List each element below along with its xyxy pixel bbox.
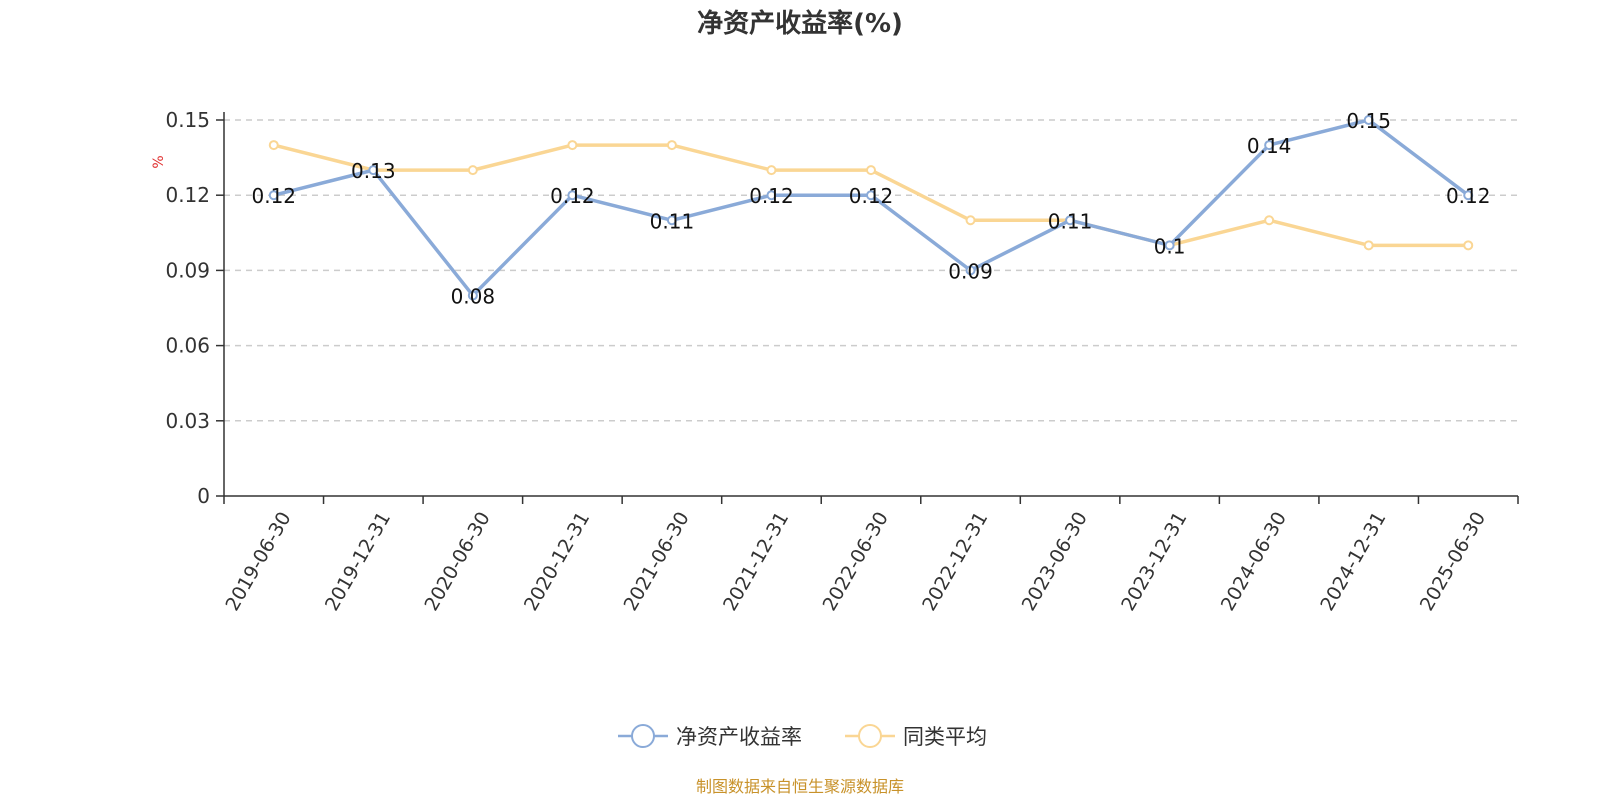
y-tick-label: 0 [197, 484, 210, 508]
data-label: 0.1 [1154, 234, 1186, 258]
data-point [268, 140, 279, 151]
y-tick-label: 0.03 [165, 409, 210, 433]
data-point [965, 215, 976, 226]
data-label: 0.12 [1446, 184, 1491, 208]
x-tick-label: 2021-12-31 [719, 508, 793, 615]
data-label: 0.12 [550, 184, 595, 208]
data-label: 0.13 [351, 159, 396, 183]
data-point [666, 215, 677, 226]
data-point [467, 165, 478, 176]
x-tick-label: 2019-06-30 [221, 508, 295, 615]
data-point [1463, 190, 1474, 201]
data-point [666, 140, 677, 151]
x-tick-label: 2020-06-30 [420, 508, 494, 615]
y-axis-ticks: 0 0.03 0.06 0.09 0.12 0.15 [165, 108, 224, 508]
data-label: 0.11 [1048, 209, 1093, 233]
data-point [1264, 140, 1275, 151]
data-label: 0.08 [451, 284, 496, 308]
x-tick-label: 2023-12-31 [1117, 508, 1191, 615]
x-tick-label: 2025-06-30 [1416, 508, 1490, 615]
data-point [866, 165, 876, 176]
data-point [766, 190, 777, 201]
legend-item: 同类平均 [845, 724, 987, 749]
grid-lines [224, 119, 1518, 422]
chart-title: 净资产收益率(%) [697, 8, 903, 39]
x-tick-label: 2020-12-31 [520, 508, 594, 615]
data-label: 0.09 [948, 259, 993, 283]
legend-item: 净资产收益率 [618, 724, 802, 749]
data-label: 0.15 [1346, 109, 1391, 133]
x-axis-ticks: 2019-06-30 2019-12-31 2020-06-30 2020-12-31… [221, 496, 1519, 615]
data-point [268, 190, 279, 201]
data-point [1164, 240, 1175, 251]
data-labels: 0.12 0.13 0.08 0.12 0.11 0.12 0.12 0.09 0.11 0.1 0… [252, 109, 1491, 308]
y-tick-label: 0.12 [165, 183, 210, 207]
y-tick-label: 0.09 [165, 258, 210, 282]
data-point [368, 165, 379, 176]
data-label: 0.12 [252, 184, 297, 208]
legend: 净资产收益率 同类平均 [618, 724, 987, 749]
data-label: 0.12 [749, 184, 794, 208]
data-label: 0.11 [650, 209, 695, 233]
data-point [1065, 215, 1076, 226]
data-point [1264, 215, 1275, 226]
data-point [1363, 115, 1374, 125]
x-tick-label: 2023-06-30 [1018, 508, 1092, 615]
legend-label: 净资产收益率 [676, 725, 802, 749]
x-tick-label: 2024-06-30 [1217, 508, 1291, 615]
data-point [866, 190, 876, 201]
legend-marker [858, 724, 882, 748]
axes [223, 112, 1518, 497]
y-tick-label: 0.15 [165, 108, 210, 132]
x-tick-label: 2024-12-31 [1316, 508, 1390, 615]
x-tick-label: 2021-06-30 [620, 508, 694, 615]
data-point [1363, 240, 1374, 251]
source-note: 制图数据来自恒生聚源数据库 [696, 777, 904, 796]
data-point [567, 140, 578, 151]
data-point [567, 190, 578, 201]
x-tick-label: 2022-12-31 [918, 508, 992, 615]
y-tick-label: 0.06 [165, 334, 210, 358]
x-tick-label: 2019-12-31 [321, 508, 395, 615]
y-axis-unit: % [151, 155, 167, 168]
data-label: 0.12 [849, 184, 894, 208]
legend-marker [631, 724, 655, 748]
legend-label: 同类平均 [903, 725, 987, 749]
data-point [965, 265, 976, 276]
x-tick-label: 2022-06-30 [819, 508, 893, 615]
data-label: 0.14 [1247, 134, 1292, 158]
data-point [766, 165, 777, 176]
data-point [467, 290, 478, 301]
data-point [1463, 240, 1474, 251]
series-group [268, 115, 1474, 301]
